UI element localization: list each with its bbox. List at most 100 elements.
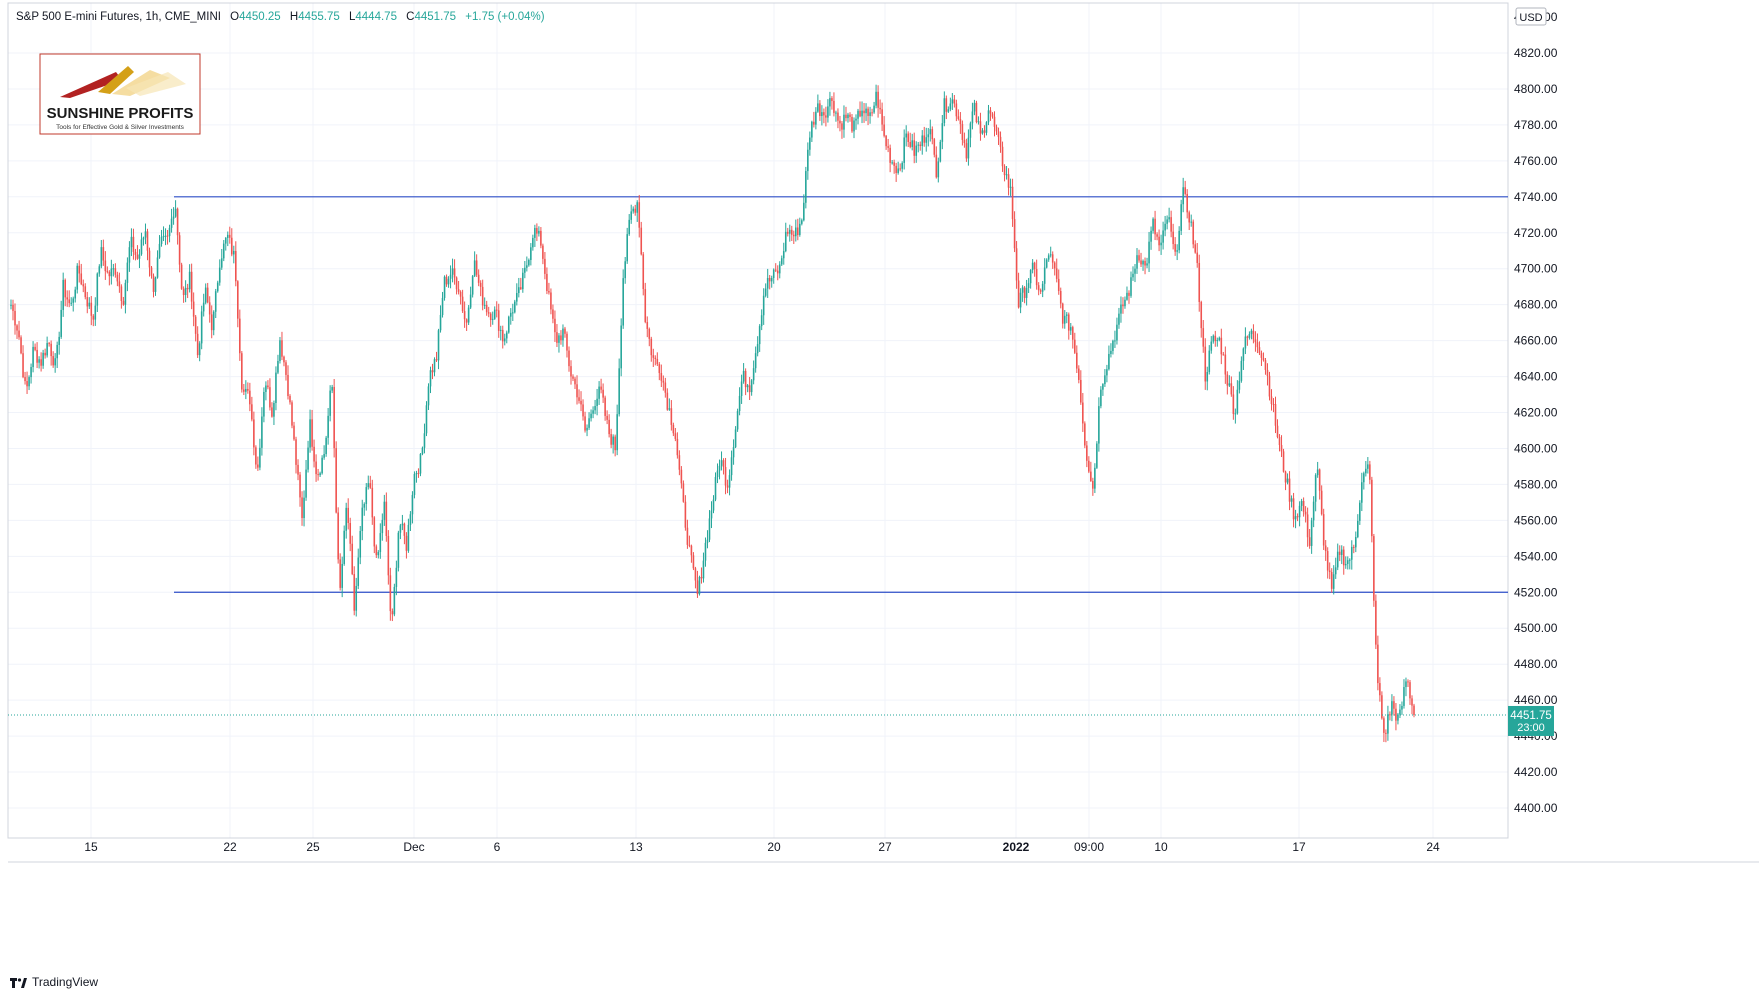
candle-body — [863, 110, 865, 114]
candle-body — [1144, 260, 1146, 266]
candle-body — [867, 108, 869, 116]
candle-body — [281, 340, 283, 357]
candle-body — [1138, 255, 1140, 261]
candle-body — [640, 227, 643, 255]
candle-body — [871, 112, 873, 114]
candle-body — [1274, 404, 1277, 426]
candle-body — [335, 448, 337, 513]
plot-area[interactable] — [8, 3, 1508, 838]
candle-body — [1387, 714, 1389, 734]
candle-body — [1023, 287, 1026, 298]
candle-body — [662, 380, 665, 383]
candle-body — [483, 304, 486, 306]
candle-body — [758, 326, 761, 345]
candle-body — [443, 276, 446, 298]
candle-body — [1148, 241, 1150, 264]
sunshine-profits-logo: SUNSHINE PROFITS Tools for Effective Gol… — [39, 53, 201, 135]
candle-body — [22, 353, 24, 378]
candle-body — [1320, 490, 1323, 515]
candle-body — [218, 267, 221, 283]
candle-body — [1230, 383, 1233, 395]
candle-body — [194, 316, 197, 334]
candle-body — [548, 291, 550, 293]
candle-body — [815, 111, 817, 125]
candle-body — [130, 236, 133, 248]
candle-body — [522, 272, 524, 290]
candle-body — [552, 309, 554, 319]
candle-body — [887, 146, 889, 148]
last-price-value: 4451.75 — [1510, 710, 1552, 722]
candle-body — [1234, 413, 1237, 415]
candle-body — [453, 268, 456, 278]
candle-body — [620, 325, 622, 369]
bar-countdown: 23:00 — [1517, 722, 1545, 734]
candle-body — [36, 349, 38, 363]
candle-body — [750, 380, 753, 393]
candle-body — [1316, 469, 1319, 476]
candle-body — [491, 318, 494, 320]
candle-body — [1326, 551, 1329, 571]
candle-body — [1346, 560, 1349, 564]
candle-body — [610, 434, 612, 445]
candle-body — [803, 202, 805, 221]
candle-body — [385, 501, 388, 536]
candle-body — [18, 330, 20, 338]
y-tick-label: 4800.00 — [1514, 82, 1558, 96]
candle-body — [106, 271, 109, 273]
candle-body — [572, 376, 574, 379]
candle-body — [883, 124, 885, 136]
candle-body — [419, 453, 422, 474]
candle-body — [1224, 354, 1227, 375]
candle-body — [1314, 475, 1317, 502]
candle-body — [1073, 339, 1076, 353]
candle-body — [1350, 546, 1353, 560]
candle-body — [60, 309, 62, 337]
candle-body — [1174, 244, 1176, 252]
candle-body — [78, 265, 81, 274]
candle-body — [1294, 516, 1297, 520]
candle-body — [237, 281, 239, 319]
candle-body — [564, 328, 566, 334]
candle-body — [558, 335, 560, 343]
candle-body — [126, 262, 129, 283]
candle-body — [158, 243, 161, 258]
tradingview-attribution[interactable]: TradingView — [10, 975, 98, 989]
candle-body — [162, 236, 165, 238]
candle-body — [160, 236, 163, 244]
candlestick-series[interactable] — [10, 84, 1415, 743]
candle-body — [622, 278, 624, 326]
candle-body — [698, 576, 701, 595]
candle-body — [1272, 403, 1275, 405]
candle-body — [192, 301, 195, 317]
candle-body — [1059, 291, 1062, 304]
candle-body — [429, 370, 432, 387]
candle-body — [1192, 221, 1195, 245]
candle-body — [995, 126, 998, 132]
candle-body — [1248, 334, 1251, 338]
candle-body — [530, 247, 532, 260]
candle-body — [1039, 290, 1042, 292]
candle-body — [1308, 537, 1311, 546]
candle-body — [909, 141, 912, 147]
candle-body — [913, 140, 916, 156]
currency-badge[interactable]: USD — [1515, 7, 1547, 26]
candle-body — [164, 235, 167, 237]
y-tick-label: 4720.00 — [1514, 226, 1558, 240]
candle-body — [493, 309, 496, 319]
candle-body — [188, 271, 191, 290]
vertical-grid — [90, 3, 1434, 838]
candle-body — [1102, 384, 1104, 390]
candle-body — [56, 344, 58, 359]
candle-body — [315, 461, 317, 475]
candle-body — [1086, 445, 1088, 461]
candle-body — [1367, 464, 1369, 469]
x-tick-label: 22 — [223, 840, 237, 854]
candle-body — [138, 254, 141, 259]
candle-body — [648, 328, 651, 339]
candle-body — [1200, 301, 1203, 329]
candle-body — [935, 154, 938, 178]
candle-body — [1403, 687, 1405, 706]
candle-body — [357, 557, 360, 586]
candle-body — [915, 145, 918, 156]
